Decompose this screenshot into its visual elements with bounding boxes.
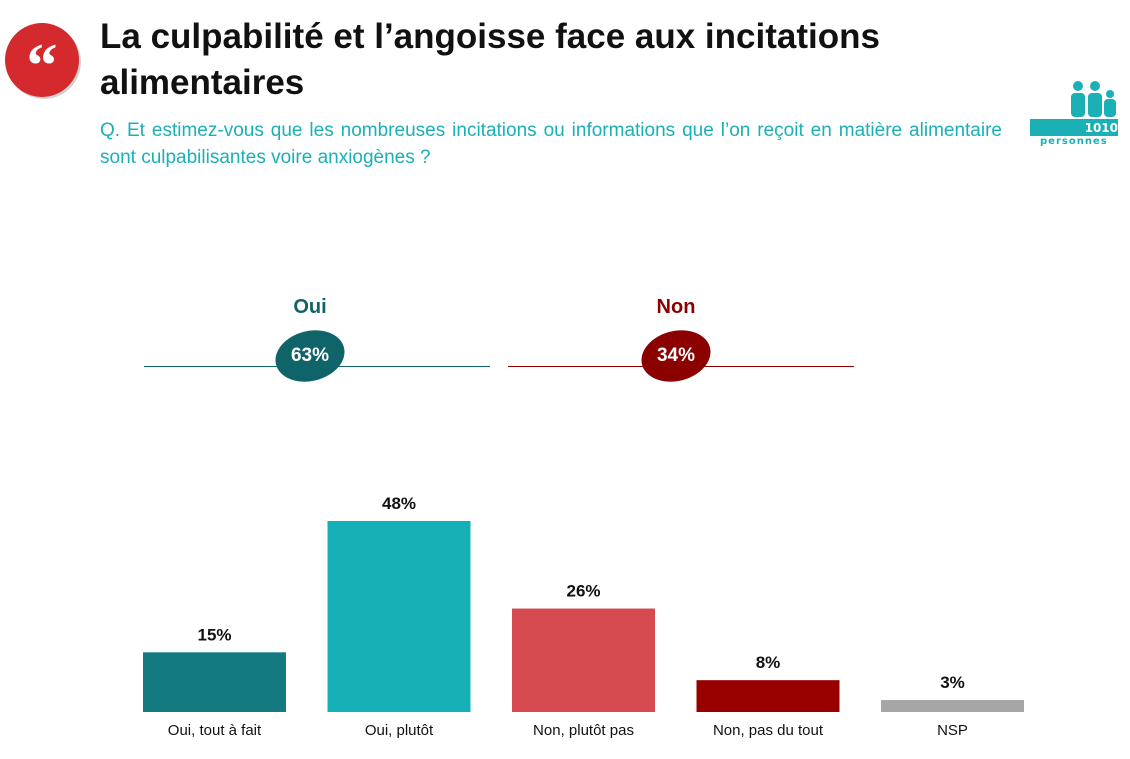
svg-text:“: “ (27, 32, 58, 100)
sample-label: personnes (1040, 136, 1108, 147)
bar-value-label-4: 8% (756, 653, 781, 672)
summary-oui-label: Oui (293, 296, 327, 318)
sample-size-badge: 1010 personnes (1030, 78, 1120, 150)
bar-1 (143, 652, 286, 712)
bar-2 (327, 521, 471, 712)
summary-oui-ellipse (275, 330, 345, 382)
page-title: La culpabilité et l’angoisse face aux in… (100, 17, 880, 102)
quote-badge-icon: “ (4, 22, 82, 100)
sample-count: 1010 (1084, 121, 1118, 135)
people-icon (1030, 81, 1118, 136)
bar-5 (881, 700, 1024, 712)
summary-non-value: 34% (656, 345, 696, 366)
summary-non-label: Non (656, 296, 696, 318)
bar-value-label-1: 15% (197, 625, 231, 644)
survey-question: Q. Et estimez-vous que les nombreuses in… (100, 120, 1002, 168)
summary-oui-oval: 63% (274, 330, 346, 382)
bar-3 (512, 608, 655, 712)
category-label-3: Non, plutôt pas (533, 722, 634, 739)
bar-4 (696, 680, 840, 712)
category-label-5: NSP (937, 722, 968, 739)
category-label-4: Non, pas du tout (713, 722, 824, 739)
bar-value-label-3: 26% (566, 582, 600, 601)
summary-non-oval: 34% (640, 330, 712, 382)
bar-value-label-2: 48% (382, 494, 416, 513)
category-label-2: Oui, plutôt (365, 722, 434, 739)
summary-oui-value: 63% (290, 345, 330, 366)
category-label-1: Oui, tout à fait (168, 722, 262, 739)
summary-non-ellipse (641, 330, 711, 382)
bar-value-label-5: 3% (940, 673, 965, 692)
